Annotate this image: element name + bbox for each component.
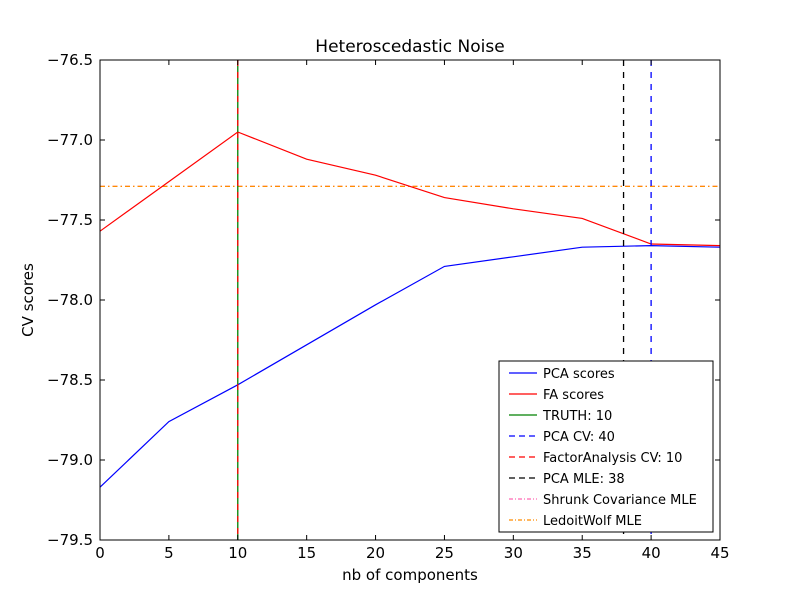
- y-tick-label: −77.0: [47, 131, 93, 149]
- plot-lines: [99, 60, 721, 540]
- series-pca-scores: [99, 244, 721, 488]
- axis-ticks: 0 5 10 15 20 25 30 35 40 45 −76.5 −77.0 −77.5 −78.0 −7…: [47, 51, 730, 562]
- y-tick-label: −77.5: [47, 211, 93, 229]
- y-tick-label: −79.5: [47, 531, 93, 549]
- x-tick-label: 0: [95, 544, 105, 562]
- x-axis-label: nb of components: [342, 566, 478, 584]
- x-tick-label: 40: [642, 544, 661, 562]
- x-tick-label: 25: [435, 544, 454, 562]
- y-tick-label: −78.0: [47, 291, 93, 309]
- legend-label: PCA scores: [543, 367, 615, 382]
- x-tick-label: 45: [710, 544, 729, 562]
- x-tick-label: 5: [164, 544, 174, 562]
- y-tick-label: −79.0: [47, 451, 93, 469]
- legend: PCA scores FA scores TRUTH: 10 PCA CV: 40 Fa…: [498, 360, 714, 533]
- legend-label: Shrunk Covariance MLE: [543, 493, 697, 508]
- series-fa-scores: [99, 131, 721, 247]
- x-tick-label: 10: [228, 544, 247, 562]
- chart-title: Heteroscedastic Noise: [315, 37, 504, 57]
- legend-label: TRUTH: 10: [542, 409, 612, 424]
- x-tick-label: 30: [504, 544, 523, 562]
- legend-label: PCA MLE: 38: [543, 472, 625, 487]
- x-tick-label: 35: [573, 544, 592, 562]
- legend-label: LedoitWolf MLE: [543, 514, 642, 529]
- y-tick-label: −76.5: [47, 51, 93, 69]
- y-tick-label: −78.5: [47, 371, 93, 389]
- legend-box: [498, 360, 714, 533]
- y-axis-label: CV scores: [19, 263, 37, 337]
- legend-label: FactorAnalysis CV: 10: [543, 451, 682, 466]
- legend-label: FA scores: [543, 388, 604, 403]
- x-tick-label: 15: [297, 544, 316, 562]
- legend-label: PCA CV: 40: [543, 430, 615, 445]
- x-tick-label: 20: [366, 544, 385, 562]
